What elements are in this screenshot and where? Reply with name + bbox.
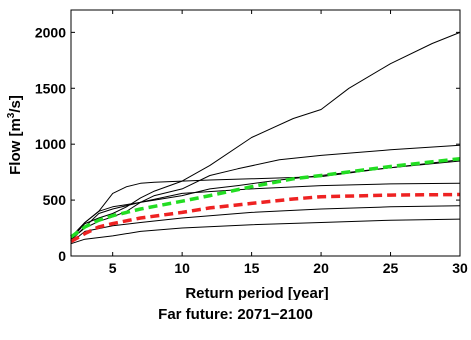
series-line-1 bbox=[70, 159, 461, 238]
series-line-3 bbox=[70, 160, 461, 239]
series-line-0 bbox=[70, 31, 461, 240]
y-tick-label: 1000 bbox=[35, 136, 66, 152]
x-tick-label: 20 bbox=[313, 260, 329, 276]
y-tick-label: 500 bbox=[43, 192, 67, 208]
y-axis-label-superscript: 3 bbox=[6, 112, 17, 118]
dashed-series-line-8 bbox=[70, 192, 461, 244]
x-tick-label: 30 bbox=[452, 260, 468, 276]
y-axis-label-main: Flow [m bbox=[7, 118, 24, 175]
series-line-5 bbox=[70, 205, 461, 243]
y-axis-label: Flow [m3/s] bbox=[6, 95, 24, 175]
y-tick-label: 0 bbox=[58, 248, 66, 264]
series-line-6 bbox=[70, 218, 461, 245]
x-axis-label: Return period [year] bbox=[185, 285, 328, 300]
x-tick-label: 15 bbox=[244, 260, 260, 276]
x-tick-label: 5 bbox=[109, 260, 117, 276]
y-tick-label: 1500 bbox=[35, 80, 66, 96]
dashed-series-line-7 bbox=[69, 156, 461, 239]
series-line-2 bbox=[70, 144, 461, 240]
flow-chart: 5 10 15 20 25 30 0 500 1000 1500 2000 Return perio… bbox=[6, 9, 468, 300]
figure-caption: Far future: 2071−2100 bbox=[158, 306, 313, 323]
plot-frame bbox=[70, 9, 461, 257]
y-axis-label-tail: /s] bbox=[7, 95, 24, 113]
x-tick-label: 10 bbox=[174, 260, 190, 276]
x-tick-label: 25 bbox=[383, 260, 399, 276]
y-tick-label: 2000 bbox=[35, 24, 66, 40]
series-line-4 bbox=[70, 182, 461, 241]
